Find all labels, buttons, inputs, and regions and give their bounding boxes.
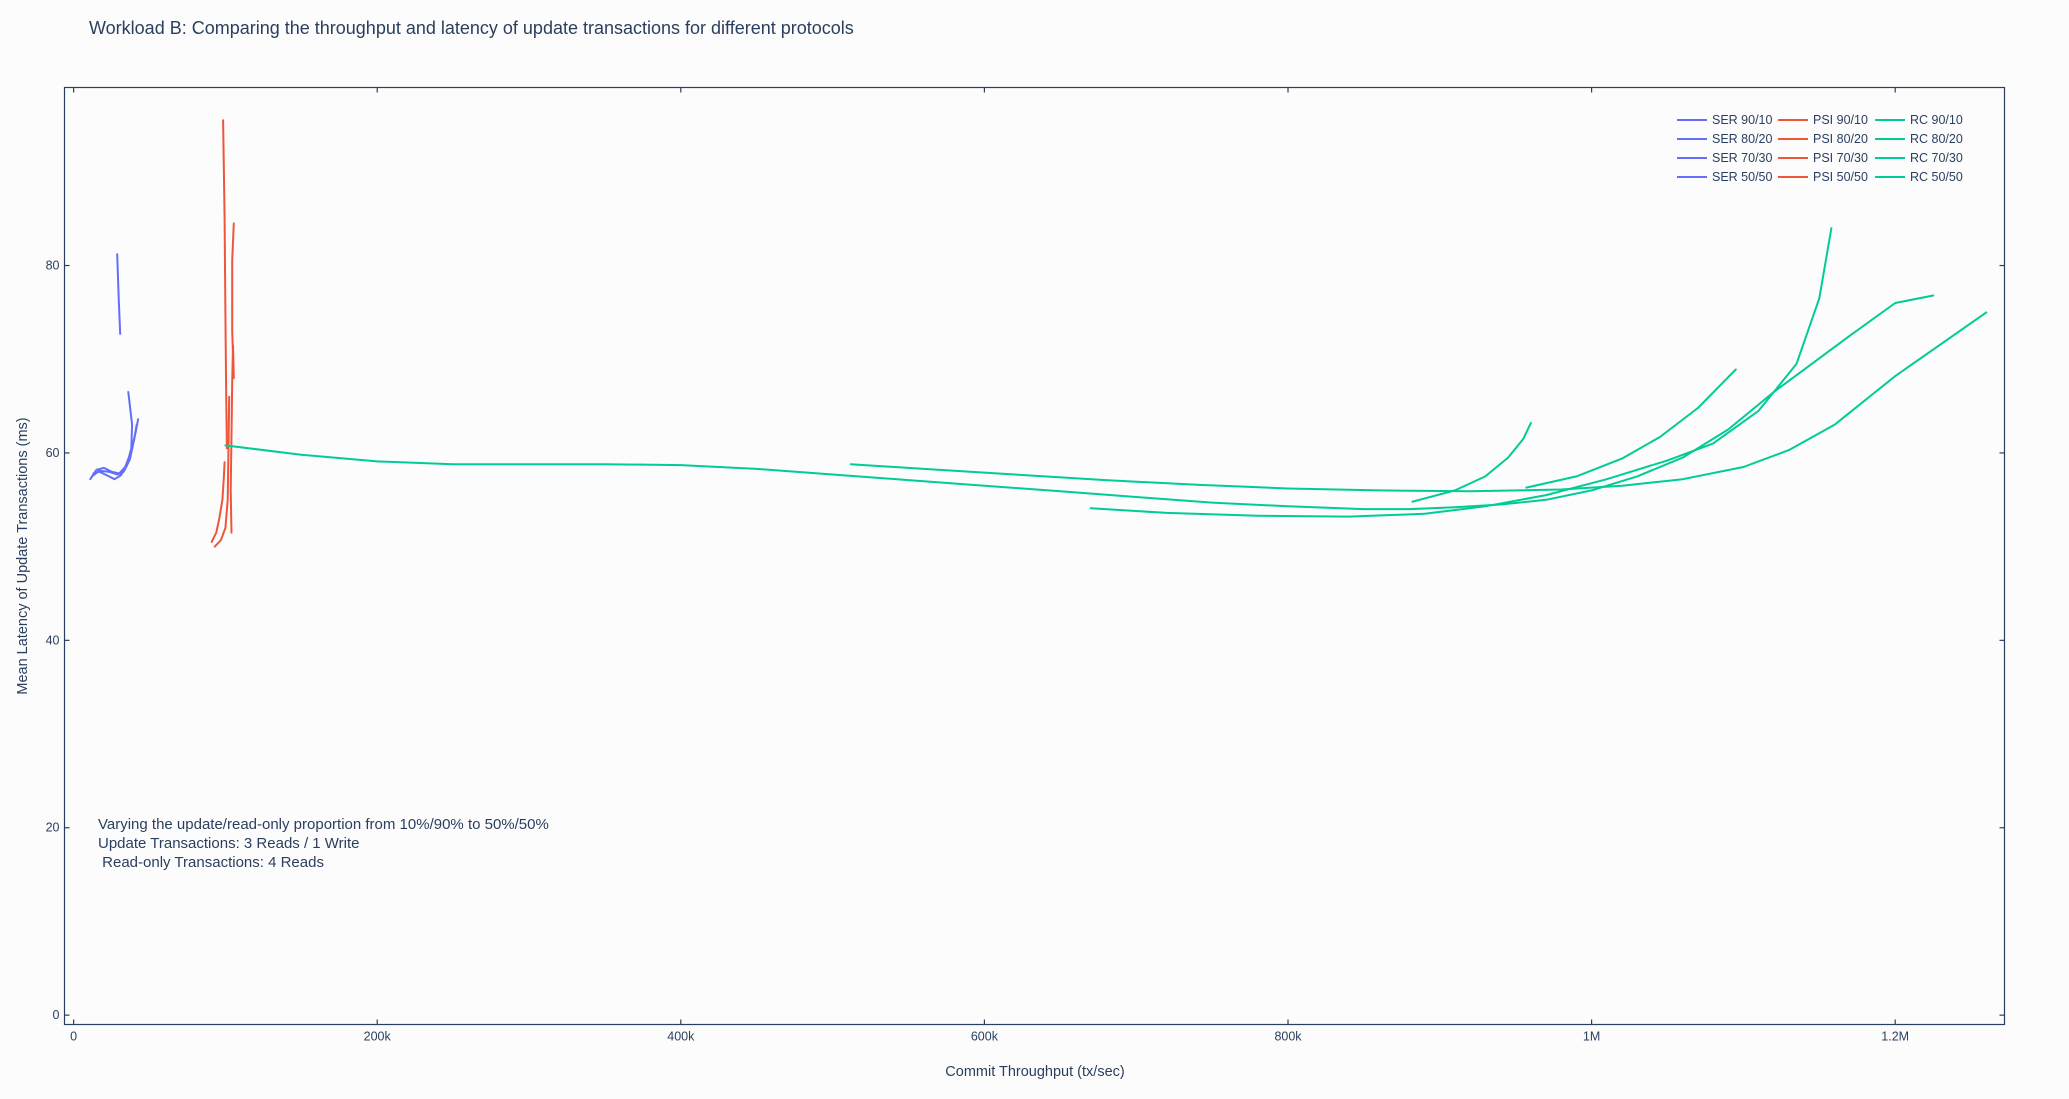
legend-label: SER 90/10 <box>1712 113 1773 127</box>
series-line-ser-50-50 <box>92 391 134 481</box>
axis-ticks: 0 200k 400k 600k 800k 1M 1.2M 0 20 40 60 80 <box>46 87 2005 1044</box>
legend-label: SER 70/30 <box>1712 151 1773 165</box>
y-tick-label: 80 <box>46 259 60 273</box>
x-tick-label: 200k <box>364 1030 392 1044</box>
annotation-line-2: Update Transactions: 3 Reads / 1 Write <box>98 835 360 852</box>
legend-label: PSI 90/10 <box>1813 113 1868 127</box>
legend-label: RC 50/50 <box>1910 170 1963 184</box>
legend-label: SER 80/20 <box>1712 132 1773 146</box>
x-tick-label: 1.2M <box>1881 1030 1909 1044</box>
x-tick-label: 600k <box>971 1030 999 1044</box>
x-tick-label: 1M <box>1583 1030 1600 1044</box>
legend-label: RC 70/30 <box>1910 151 1963 165</box>
x-axis-label: Commit Throughput (tx/sec) <box>945 1064 1124 1080</box>
chart-title: Workload B: Comparing the throughput and… <box>89 18 854 38</box>
y-tick-label: 40 <box>46 633 60 647</box>
legend-label: SER 50/50 <box>1712 170 1773 184</box>
series-line-psi-50-50 <box>229 222 235 534</box>
legend: SER 90/10 SER 80/20 SER 70/30 SER 50/50 PSI … <box>1677 113 1963 184</box>
x-tick-label: 0 <box>70 1030 77 1044</box>
series-line-rc-50-50 <box>1411 421 1532 503</box>
series-line-ser-70-30 <box>90 423 138 478</box>
series-line-rc-80-20 <box>849 311 1988 493</box>
y-axis-label: Mean Latency of Update Transactions (ms) <box>15 417 31 694</box>
legend-label: PSI 50/50 <box>1813 170 1868 184</box>
series-line-psi-80-20 <box>210 461 226 543</box>
legend-label: PSI 80/20 <box>1813 132 1868 146</box>
x-tick-label: 800k <box>1274 1030 1302 1044</box>
series-line-rc-extra <box>1525 368 1737 489</box>
annotation-line-3: Read-only Transactions: 4 Reads <box>98 854 324 871</box>
series-line-ser-90-10 <box>116 253 122 335</box>
y-tick-label: 20 <box>46 821 60 835</box>
legend-label: RC 80/20 <box>1910 132 1963 146</box>
legend-label: RC 90/10 <box>1910 113 1963 127</box>
legend-label: PSI 70/30 <box>1813 151 1868 165</box>
y-tick-label: 0 <box>53 1008 60 1022</box>
plot-frame <box>63 86 2006 1026</box>
series-line-psi-90-10 <box>222 119 228 450</box>
series-lines <box>89 119 1988 548</box>
x-tick-label: 400k <box>667 1030 695 1044</box>
series-line-psi-70-30 <box>213 395 231 548</box>
series-line-rc-90-10 <box>224 294 1935 511</box>
annotation-line-1: Varying the update/read-only proportion … <box>98 816 549 833</box>
y-tick-label: 60 <box>46 446 60 460</box>
series-line-rc-70-30 <box>1089 227 1833 518</box>
